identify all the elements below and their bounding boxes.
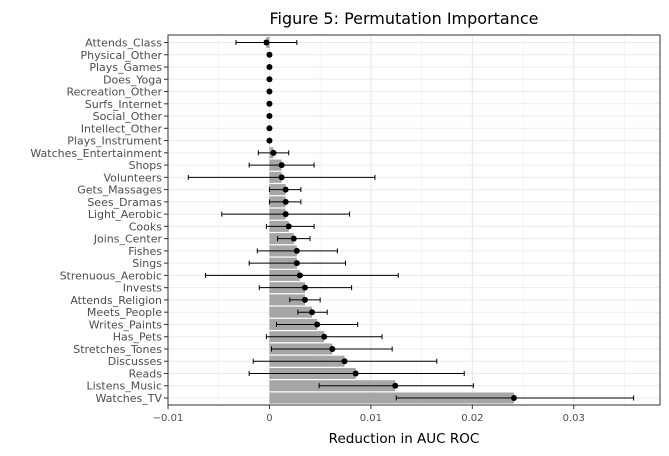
- point-Social_Other: [266, 113, 273, 120]
- point-Intellect_Other: [266, 125, 273, 132]
- y-tick-label: Joins_Center: [93, 233, 163, 246]
- point-Surfs_Internet: [266, 100, 273, 107]
- bar-Attends_Religion: [269, 294, 305, 306]
- point-Sings: [293, 260, 300, 267]
- point-Watches_Entertainment: [270, 149, 277, 156]
- x-axis-label: Reduction in AUC ROC: [329, 431, 480, 447]
- point-Has_Pets: [321, 333, 328, 340]
- point-Reads: [352, 370, 359, 377]
- plot-border: [167, 34, 661, 406]
- y-tick-label: Plays_Games: [89, 61, 162, 74]
- point-Watches_TV: [510, 395, 517, 401]
- y-tick-label: Gets_Massages: [77, 184, 162, 197]
- y-tick-label: Writes_Paints: [89, 318, 162, 331]
- point-Shops: [278, 162, 285, 169]
- point-Joins_Center: [290, 235, 297, 242]
- y-tick-label: Sings: [132, 257, 162, 270]
- y-tick-label: Intellect_Other: [81, 122, 163, 135]
- y-tick-label: Surfs_Internet: [85, 98, 163, 111]
- bar-Watches_TV: [269, 392, 514, 404]
- y-tick-label: Attends_Class: [85, 37, 162, 50]
- point-Cooks: [285, 223, 292, 230]
- y-tick-label: Recreation_Other: [66, 86, 162, 99]
- y-tick-label: Shops: [129, 159, 163, 172]
- point-Strenuous_Aerobic: [296, 272, 303, 279]
- points: [263, 39, 517, 401]
- y-tick-label: Meets_People: [87, 306, 162, 319]
- y-tick-label: Reads: [129, 367, 163, 380]
- y-tick-label: Social_Other: [93, 110, 163, 123]
- y-tick-label: Watches_TV: [96, 392, 163, 405]
- x-axis-ticks: −0.01 0 0.01 0.02 0.03: [153, 405, 585, 424]
- point-Writes_Paints: [314, 321, 321, 328]
- x-tick-label: 0.01: [360, 413, 382, 424]
- point-Fishes: [293, 247, 300, 254]
- y-tick-label: Plays_Instrument: [67, 135, 162, 148]
- point-Listens_Music: [392, 382, 399, 389]
- y-tick-label: Invests: [123, 282, 163, 295]
- point-Does_Yoga: [266, 76, 273, 83]
- y-tick-label: Strenuous_Aerobic: [60, 269, 162, 282]
- y-tick-label: Cooks: [129, 220, 163, 233]
- y-tick-label: Light_Aerobic: [88, 208, 162, 221]
- point-Light_Aerobic: [282, 211, 289, 218]
- x-tick-label: 0.03: [563, 413, 585, 424]
- point-Stretches_Tones: [329, 345, 336, 352]
- point-Attends_Class: [263, 39, 270, 46]
- x-tick-label: 0.02: [461, 413, 483, 424]
- point-Plays_Instrument: [266, 137, 273, 144]
- point-Recreation_Other: [266, 88, 273, 95]
- plot-background: [168, 35, 660, 405]
- point-Plays_Games: [266, 64, 273, 71]
- y-tick-label: Discusses: [108, 355, 163, 368]
- y-tick-label: Listens_Music: [87, 380, 163, 393]
- point-Gets_Massages: [282, 186, 289, 193]
- y-tick-label: Stretches_Tones: [73, 343, 162, 356]
- x-tick-label: −0.01: [153, 413, 184, 424]
- point-Sees_Dramas: [282, 198, 289, 205]
- point-Volunteers: [278, 174, 285, 181]
- point-Invests: [301, 284, 308, 291]
- y-tick-label: Watches_Entertainment: [30, 147, 162, 160]
- y-tick-label: Has_Pets: [113, 331, 163, 344]
- y-tick-label: Fishes: [128, 245, 162, 258]
- y-tick-label: Does_Yoga: [103, 73, 162, 86]
- x-tick-label: 0: [266, 413, 272, 424]
- chart-title: Figure 5: Permutation Importance: [269, 9, 538, 28]
- point-Discusses: [341, 358, 348, 365]
- point-Physical_Other: [266, 51, 273, 58]
- point-Meets_People: [309, 309, 316, 316]
- point-Attends_Religion: [301, 296, 308, 303]
- y-tick-label: Physical_Other: [81, 49, 163, 62]
- y-tick-label: Sees_Dramas: [87, 196, 162, 209]
- y-axis-ticks: Attends_ClassPhysical_OtherPlays_GamesDo…: [30, 37, 168, 405]
- bar-Meets_People: [269, 306, 313, 318]
- y-tick-label: Volunteers: [103, 171, 162, 184]
- y-tick-label: Attends_Religion: [70, 294, 162, 307]
